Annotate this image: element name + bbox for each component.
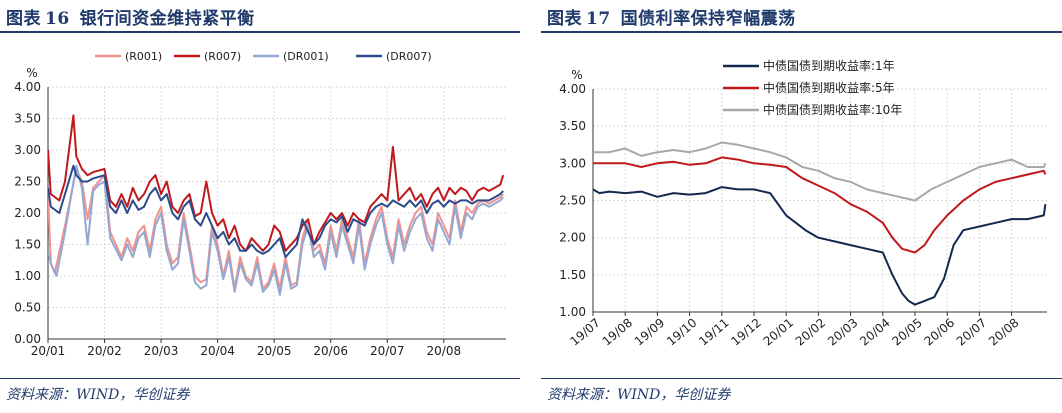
figure-16-label: 图表 — [6, 9, 41, 29]
chart17-ytick-label-6: 4.00 — [559, 82, 586, 96]
chart16-series-line-1 — [48, 114, 505, 252]
figure-16-panel: 图表 16 银行间资金维持紧平衡 0.00 0.50 1.00 1.50 2.00 2.50 3… — [0, 0, 520, 413]
chart17-ytick-label-2: 2.00 — [559, 231, 586, 245]
chart16-legend-label-2: (DR001) — [283, 50, 329, 63]
chart17-xtick-label-0: 19/07 — [567, 316, 602, 349]
chart17-series-line-1 — [593, 156, 1047, 254]
chart16-ytick-label-8: 4.00 — [14, 80, 41, 94]
chart17-xtick-label-3: 19/10 — [664, 316, 699, 349]
figure-16-chart: 0.00 0.50 1.00 1.50 2.00 2.50 3.00 3.50 4.00 20/0… — [14, 50, 506, 358]
chart17-xtick-label-13: 20/08 — [986, 316, 1021, 349]
figure-17-bottom-rule — [541, 378, 1062, 379]
chart16-xtick-label-5: 20/06 — [313, 344, 348, 358]
figure-16-source: 资料来源：WIND，华创证券 — [6, 387, 190, 403]
chart17-legend-label-0: 中债国债到期收益率:1年 — [763, 58, 895, 73]
figure-17-source: 资料来源：WIND，华创证券 — [547, 387, 731, 403]
chart17-series-line-0 — [593, 186, 1047, 306]
figure-16-number: 16 — [45, 9, 70, 29]
chart17-ytick-label-1: 1.50 — [559, 268, 586, 282]
figure-16-title-text: 银行间资金维持紧平衡 — [79, 9, 255, 29]
chart16-ytick-label-4: 2.00 — [14, 206, 41, 220]
chart16-legend-label-0: (R001) — [125, 50, 162, 63]
chart16-xtick-label-4: 20/05 — [257, 344, 292, 358]
chart16-ytick-label-0: 0.00 — [14, 332, 41, 346]
chart16-xtick-label-3: 20/04 — [200, 344, 235, 358]
chart16-xtick-label-2: 20/03 — [144, 344, 179, 358]
chart17-xtick-label-6: 20/01 — [761, 316, 796, 349]
chart16-series-line-3 — [48, 164, 504, 259]
chart16-series-line-0 — [48, 167, 504, 290]
figure-17-label: 图表 — [547, 9, 582, 29]
figure-17-title-text: 国债利率保持窄幅震荡 — [620, 9, 796, 29]
figure-17-title: 图表 17 国债利率保持窄幅震荡 — [547, 4, 796, 29]
chart16-ytick-label-6: 3.00 — [14, 143, 41, 157]
chart17-ytick-label-3: 2.50 — [559, 194, 586, 208]
chart17-xtick-label-2: 19/09 — [632, 316, 667, 349]
chart16-ytick-label-3: 1.50 — [14, 238, 41, 252]
chart16-ytick-label-1: 0.50 — [14, 301, 41, 315]
chart17-unit-label: % — [571, 68, 582, 82]
figure-17-title-rule — [541, 31, 1062, 33]
chart17-xtick-label-7: 20/02 — [793, 316, 828, 349]
chart16-unit-label: % — [26, 66, 37, 80]
figure-17-panel: 图表 17 国债利率保持窄幅震荡 1.00 1.50 2.00 2.50 3.00 3.50 4… — [541, 0, 1062, 413]
chart17-ytick-label-4: 3.00 — [559, 156, 586, 170]
chart17-xtick-label-1: 19/08 — [600, 316, 635, 349]
chart16-xtick-label-6: 20/07 — [370, 344, 405, 358]
chart16-ytick-label-5: 2.50 — [14, 175, 41, 189]
chart17-xtick-label-11: 20/06 — [922, 316, 957, 349]
chart17-ytick-label-0: 1.00 — [559, 305, 586, 319]
chart17-legend-label-1: 中债国债到期收益率:5年 — [763, 80, 895, 95]
chart16-xtick-label-1: 20/02 — [87, 344, 122, 358]
chart17-xtick-label-10: 20/05 — [889, 316, 924, 349]
chart17-ytick-label-5: 3.50 — [559, 119, 586, 133]
chart16-xtick-label-7: 20/08 — [427, 344, 462, 358]
chart17-xtick-label-4: 19/11 — [696, 316, 731, 349]
chart16-legend-label-1: (R007) — [204, 50, 241, 63]
figure-17-number: 17 — [586, 9, 611, 29]
chart17-xtick-label-5: 19/12 — [728, 316, 763, 349]
figure-16-title-rule — [0, 31, 520, 33]
chart17-xtick-label-12: 20/07 — [954, 316, 989, 349]
chart17-xtick-label-8: 20/03 — [825, 316, 860, 349]
chart16-xtick-label-0: 20/01 — [31, 344, 66, 358]
figure-16-title: 图表 16 银行间资金维持紧平衡 — [6, 4, 255, 29]
chart17-legend-label-2: 中债国债到期收益率:10年 — [763, 102, 902, 117]
chart16-legend-label-3: (DR007) — [386, 50, 432, 63]
figure-17-chart: 1.001.502.002.503.003.504.0019/0719/0819… — [559, 58, 1047, 349]
chart17-xtick-label-9: 20/04 — [857, 316, 892, 349]
chart17-series-line-2 — [593, 141, 1047, 202]
chart16-ytick-label-2: 1.00 — [14, 269, 41, 283]
figure-16-bottom-rule — [0, 378, 520, 379]
chart16-ytick-label-7: 3.50 — [14, 112, 41, 126]
chart16-series-line-2 — [48, 164, 504, 296]
